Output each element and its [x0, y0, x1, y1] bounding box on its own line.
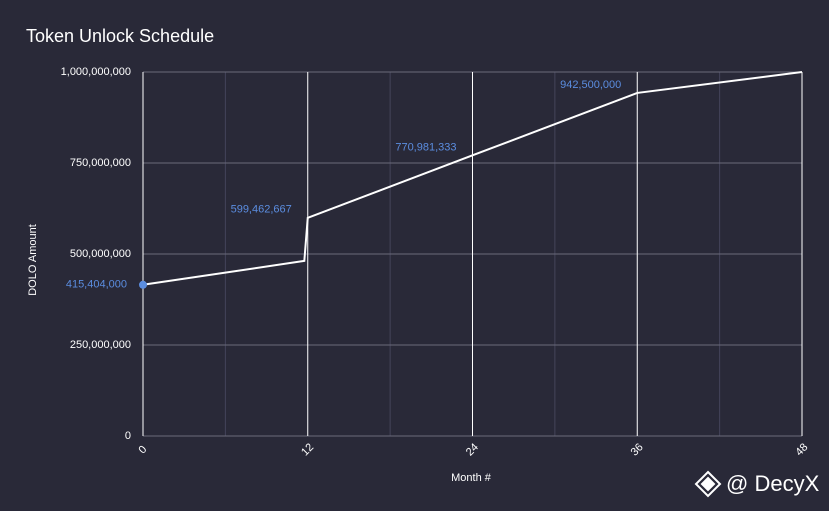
y-axis-label: DOLO Amount — [27, 224, 39, 296]
y-tick-label: 250,000,000 — [70, 339, 131, 351]
chart-title: Token Unlock Schedule — [26, 26, 214, 46]
data-label: 415,404,000 — [66, 279, 127, 291]
data-label: 599,462,667 — [231, 204, 292, 216]
y-tick-label: 750,000,000 — [70, 157, 131, 169]
x-axis-label: Month # — [451, 472, 492, 484]
y-tick-label: 0 — [125, 430, 131, 442]
watermark: @ DecyX — [726, 471, 820, 496]
point — [139, 280, 147, 289]
data-label: 942,500,000 — [560, 79, 621, 91]
y-tick-label: 500,000,000 — [70, 248, 131, 260]
y-tick-label: 1,000,000,000 — [61, 66, 131, 78]
line — [142, 71, 803, 286]
watermark-logo — [694, 470, 722, 498]
data-label: 770,981,333 — [395, 141, 456, 153]
